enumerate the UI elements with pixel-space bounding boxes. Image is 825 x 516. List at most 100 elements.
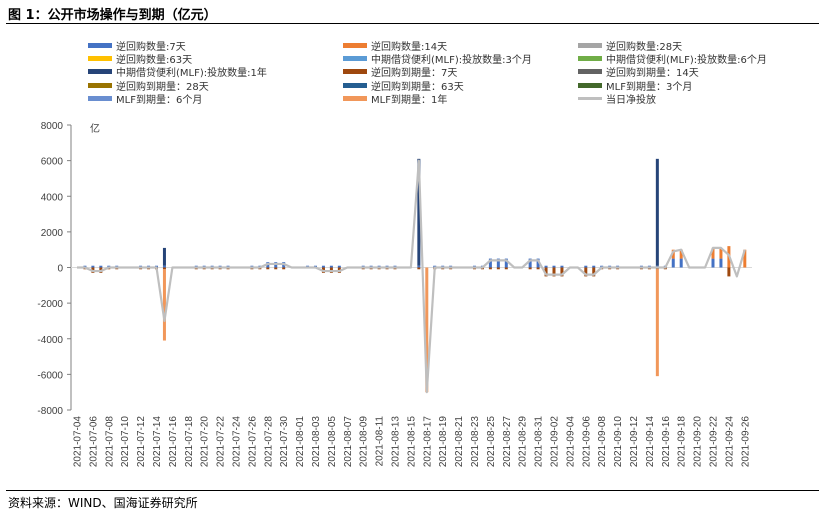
bar	[727, 267, 731, 277]
x-tick-label: 2021-09-24	[724, 416, 735, 468]
bar	[417, 158, 421, 266]
bar	[417, 265, 421, 268]
legend-label: MLF到期量：3个月	[606, 81, 693, 93]
bar	[417, 267, 421, 270]
title-divider	[6, 23, 819, 24]
x-tick-label: 2021-08-05	[327, 416, 338, 468]
y-tick-label: -8000	[37, 406, 63, 417]
x-tick-label: 2021-07-24	[232, 416, 243, 468]
x-tick-label: 2021-07-28	[263, 416, 274, 468]
legend-label: 逆回购数量:7天	[116, 42, 186, 53]
x-tick-label: 2021-08-29	[518, 416, 529, 468]
legend-item: 逆回购到期量：28天	[88, 78, 209, 93]
bar	[496, 258, 500, 268]
bar	[560, 265, 564, 268]
legend-swatch	[88, 95, 112, 101]
legend-item: MLF到期量：1年	[343, 91, 447, 106]
legend-swatch	[343, 56, 367, 62]
legend-swatch	[343, 69, 367, 75]
legend-label: 逆回购到期量：7天	[371, 68, 458, 80]
x-tick-label: 2021-09-02	[550, 416, 561, 468]
y-tick-label: 2000	[41, 228, 64, 239]
bar	[528, 258, 532, 268]
x-tick-label: 2021-08-15	[406, 416, 417, 468]
x-tick-label: 2021-08-31	[534, 416, 545, 468]
bar	[504, 258, 508, 268]
bar	[655, 269, 659, 377]
figure-title: 图 1：公开市场操作与到期（亿元）	[8, 8, 217, 23]
bar	[99, 265, 103, 268]
legend-swatch	[343, 43, 367, 48]
bar	[536, 258, 540, 268]
x-tick-label: 2021-08-09	[359, 416, 370, 468]
x-tick-label: 2021-09-18	[677, 416, 688, 468]
bar	[592, 267, 596, 277]
y-axis-label: 亿	[90, 122, 100, 135]
legend-label: 逆回购到期量：28天	[116, 81, 209, 93]
bar	[719, 258, 723, 268]
legend-label: 中期借贷便利(MLF):投放数量:1年	[116, 68, 267, 80]
legend-item: 逆回购到期量：7天	[343, 64, 457, 79]
legend-label: MLF到期量：6个月	[116, 94, 203, 106]
x-tick-label: 2021-08-17	[422, 416, 433, 468]
x-tick-label: 2021-07-04	[73, 416, 84, 468]
legend-item: 当日净投放	[578, 91, 656, 106]
x-tick-label: 2021-07-16	[168, 416, 179, 468]
x-tick-label: 2021-07-12	[136, 416, 147, 468]
bar	[560, 267, 564, 277]
legend-label: 逆回购到期量：63天	[371, 81, 464, 93]
legend-label: 当日净投放	[606, 94, 656, 106]
bar	[552, 265, 556, 268]
x-tick-label: 2021-08-03	[311, 416, 322, 468]
bar	[592, 265, 596, 268]
bar	[528, 267, 532, 270]
bar	[711, 247, 715, 259]
x-tick-label: 2021-09-08	[597, 416, 608, 468]
bar	[679, 249, 683, 259]
x-tick-label: 2021-07-06	[88, 416, 99, 468]
legend-swatch	[88, 82, 112, 88]
x-tick-label: 2021-09-14	[645, 416, 656, 468]
net-injection-line	[77, 159, 746, 394]
legend-swatch	[578, 96, 602, 100]
bar	[711, 258, 715, 268]
legend-swatch	[343, 95, 367, 101]
chart-svg: -8000 -6000 -4000 -2000 0 2000 4000 6000 8000 亿 20…	[37, 121, 752, 468]
legend-label: 逆回购数量:63天	[116, 55, 193, 67]
legend-item: 逆回购数量:14天	[343, 38, 447, 53]
x-tick-label: 2021-08-25	[486, 416, 497, 468]
bar	[274, 267, 278, 270]
legend-label: 逆回购数量:14天	[371, 42, 448, 53]
x-tick-label: 2021-09-16	[661, 416, 672, 468]
legend-item: 中期借贷便利(MLF):投放数量:3个月	[343, 51, 532, 66]
legend-swatch	[578, 69, 602, 75]
legend-swatch	[88, 56, 112, 62]
legend-swatch	[88, 43, 112, 48]
legend-item: 逆回购到期量：63天	[343, 78, 464, 93]
bar	[425, 267, 429, 393]
bar	[162, 269, 166, 341]
bar	[679, 258, 683, 268]
legend-item: 中期借贷便利(MLF):投放数量:1年	[88, 64, 267, 79]
y-tick-label: -4000	[37, 335, 63, 346]
x-tick-label: 2021-09-04	[565, 416, 576, 468]
x-tick-label: 2021-07-08	[104, 416, 115, 468]
x-tick-label: 2021-07-18	[184, 416, 195, 468]
y-tick-label: -6000	[37, 370, 63, 381]
y-tick-label: 0	[57, 264, 63, 275]
legend-item: 逆回购数量:63天	[88, 51, 192, 66]
x-tick-label: 2021-08-11	[375, 416, 386, 467]
x-tick-label: 2021-07-14	[152, 416, 163, 468]
legend-item: 逆回购数量:7天	[88, 38, 186, 53]
bar	[321, 265, 325, 268]
legend-swatch	[578, 82, 602, 88]
bar	[162, 265, 166, 268]
bar	[488, 267, 492, 270]
x-tick-label: 2021-09-26	[740, 416, 751, 468]
x-tick-label: 2021-08-21	[454, 416, 465, 468]
x-tick-label: 2021-08-07	[343, 416, 354, 468]
x-tick-label: 2021-07-22	[216, 416, 227, 468]
bar	[671, 258, 675, 268]
legend-item: 中期借贷便利(MLF):投放数量:6个月	[578, 51, 767, 66]
